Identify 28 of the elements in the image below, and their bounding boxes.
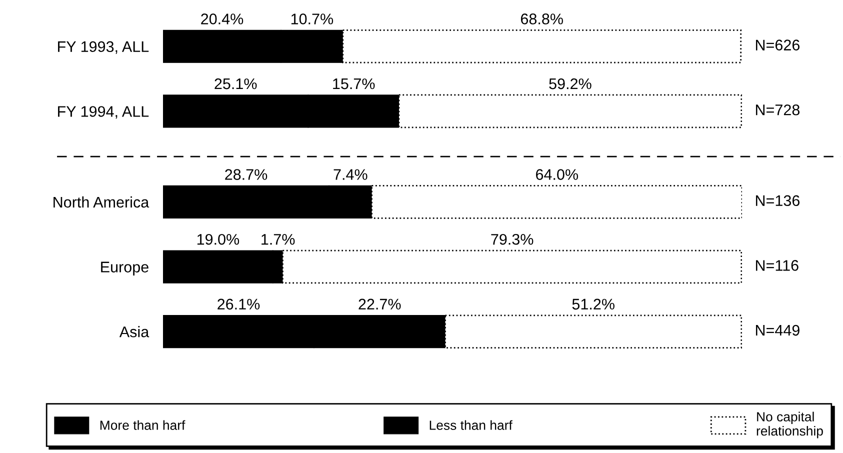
text: N=728: [756, 104, 800, 116]
y-tick-label: North America: [54, 196, 150, 208]
y-tick-label: FY 1993, ALL: [58, 41, 149, 54]
data-label: 64.0%: [536, 169, 578, 180]
data-label: 25.1%: [214, 78, 257, 90]
text: N=136: [756, 195, 800, 206]
data-label: 15.7%: [333, 78, 375, 90]
legend-label: No capital relationship: [756, 412, 823, 438]
data-label: 19.0%: [197, 234, 240, 245]
text: N=626: [756, 40, 800, 50]
data-label: 10.7%: [291, 14, 334, 24]
legend-label: More than harf: [100, 420, 186, 430]
text: N=116: [756, 260, 798, 271]
text: N=449: [756, 324, 800, 336]
data-label: 28.7%: [225, 169, 268, 180]
y-tick-label: Europe: [101, 262, 148, 276]
data-label: 59.2%: [549, 78, 592, 90]
data-label: 79.3%: [491, 234, 534, 245]
data-label: 22.7%: [358, 298, 401, 310]
y-tick-label: FY 1994, ALL: [58, 106, 149, 119]
y-tick-label: Asia: [119, 326, 150, 338]
data-label: 7.4%: [334, 169, 368, 180]
data-label: 68.8%: [520, 14, 563, 24]
data-label: 26.1%: [218, 298, 260, 310]
data-label: 51.2%: [572, 298, 614, 310]
legend-label: Less than harf: [430, 420, 512, 430]
data-label: 1.7%: [262, 234, 295, 245]
data-label: 20.4%: [201, 14, 244, 24]
